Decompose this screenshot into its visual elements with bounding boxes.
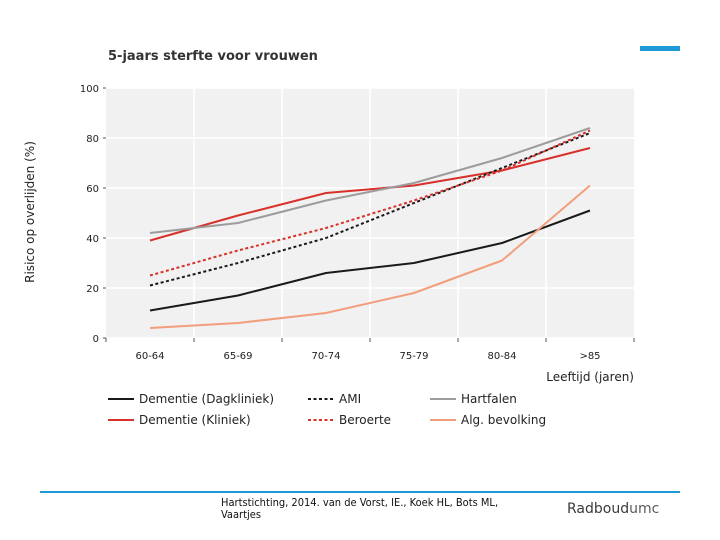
x-tick-label: 65-69 xyxy=(223,351,252,362)
y-tick-label: 60 xyxy=(86,184,99,195)
y-tick-label: 80 xyxy=(86,134,99,145)
y-tick-label: 100 xyxy=(80,84,99,95)
x-axis-label: Leeftijd (jaren) xyxy=(546,370,634,384)
citation-text: Hartstichting, 2014. van de Vorst, IE., … xyxy=(221,496,499,521)
chart-title: 5-jaars sterfte voor vrouwen xyxy=(108,49,318,64)
x-tick-label: >85 xyxy=(579,351,600,362)
y-tick-label: 40 xyxy=(86,234,99,245)
legend-label: Hartfalen xyxy=(461,392,517,406)
legend-label: Dementie (Dagkliniek) xyxy=(139,392,274,406)
legend-label: Alg. bevolking xyxy=(461,413,546,427)
line-chart: 5-jaars sterfte voor vrouwen Risico op o… xyxy=(23,49,635,427)
series-line-dementie-dagkliniek xyxy=(149,209,591,312)
legend-label: AMI xyxy=(339,392,361,406)
legend-label: Dementie (Kliniek) xyxy=(139,413,251,427)
series-line-hartfalen xyxy=(149,127,591,234)
series-line-dementie-kliniek xyxy=(149,147,591,242)
x-tick-label: 70-74 xyxy=(311,351,340,362)
y-tick-label: 0 xyxy=(93,334,99,345)
y-tick-label: 20 xyxy=(86,284,99,295)
x-tick-label: 80-84 xyxy=(487,351,516,362)
x-tick-label: 75-79 xyxy=(399,351,428,362)
radboudumc-logo: Radboudumc xyxy=(567,501,659,517)
brand-suffix: umc xyxy=(629,501,660,517)
accent-bar xyxy=(640,46,680,51)
brand-prefix: Radboud xyxy=(567,501,630,517)
legend-label: Beroerte xyxy=(339,413,391,427)
series-line-beroerte xyxy=(149,129,591,277)
series-line-ami xyxy=(149,132,591,287)
y-axis-label: Risico op overlijden (%) xyxy=(23,141,37,283)
footer-divider xyxy=(40,491,680,493)
x-tick-label: 60-64 xyxy=(135,351,164,362)
series-line-alg-bevolking xyxy=(149,184,591,329)
legend: Dementie (Dagkliniek) Dementie (Kliniek) A… xyxy=(108,392,546,427)
